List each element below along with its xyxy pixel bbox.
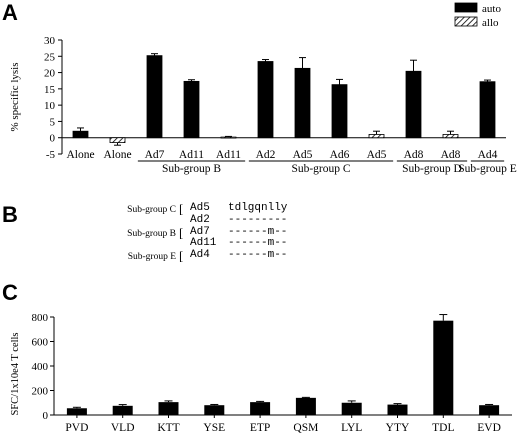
panel-b-sequence: --------- — [228, 214, 287, 226]
panel-c-category-label: VLD — [111, 422, 135, 434]
panel-a-category-label: Alone — [103, 149, 131, 161]
panel-c-letter: C — [2, 280, 18, 305]
panel-c-bar — [158, 402, 179, 415]
panel-a-y-tick-label: 0 — [50, 133, 56, 145]
panel-b-bracket: [ — [179, 248, 183, 263]
panel-a-group-label: Sub-group E — [458, 163, 516, 175]
panel-c-category-label: QSM — [293, 422, 318, 434]
panel-a-y-tick-label: 15 — [44, 84, 56, 96]
panel-a-category-label: Ad11 — [216, 149, 241, 161]
panel-b-group-label: Sub-group C — [127, 205, 176, 215]
panel-c-y-tick-label: 800 — [32, 312, 49, 324]
panel-a-group-label: Sub-group B — [162, 163, 221, 175]
panel-c-category-label: KTT — [157, 422, 179, 434]
panel-c-category-label: PVD — [65, 422, 88, 434]
panel-a-bar — [109, 137, 126, 143]
panel-a-y-tick-label: -5 — [46, 149, 56, 161]
panel-a-category-label: Ad8 — [441, 149, 461, 161]
panel-b-virus-name: Ad2 — [190, 214, 210, 226]
panel-b-sequence: ------m-- — [228, 249, 287, 261]
panel-a-chart: -5 0 5 10 15 20 25 30 % specific lysis Alone Alone… — [9, 2, 517, 175]
panel-b-sequence: ------m-- — [228, 237, 287, 249]
panel-a-bar — [146, 55, 163, 139]
panel-c-category-label: YTY — [386, 422, 410, 434]
panel-a-category-label: Ad7 — [145, 149, 165, 161]
panel-a-group-label: Sub-group D — [402, 163, 462, 175]
panel-c-bar — [479, 405, 500, 415]
panel-a-bar — [294, 67, 311, 139]
panel-a-y-tick-label: 30 — [44, 35, 56, 47]
panel-c-y-tick-label: 0 — [43, 410, 49, 422]
panel-a-category-label: Ad8 — [404, 149, 424, 161]
panel-a-y-tick-label: 25 — [44, 51, 56, 63]
panel-a-letter: A — [2, 0, 18, 25]
panel-b-bracket: [ — [179, 201, 183, 216]
panel-c-bar — [250, 402, 271, 415]
panel-a-bar — [220, 136, 237, 139]
panel-a-bar — [183, 80, 200, 139]
panel-c-y-tick-label: 400 — [32, 361, 49, 373]
panel-a-y-tick-label: 5 — [50, 116, 56, 128]
panel-b-bracket: [ — [179, 225, 183, 240]
panel-a-y-tick-label: 20 — [44, 68, 56, 80]
panel-c-bar — [295, 397, 316, 415]
panel-c-bar — [112, 405, 133, 415]
panel-a-group-label: Sub-group C — [291, 163, 350, 175]
panel-a-legend-label-auto: auto — [482, 3, 501, 15]
panel-b-virus-name: Ad11 — [190, 237, 217, 249]
panel-a-legend-swatch-auto — [454, 2, 478, 13]
panel-c-category-label: EVD — [477, 422, 501, 434]
panel-a-category-label: Ad2 — [256, 149, 276, 161]
panel-a-y-tick-label: 10 — [44, 100, 56, 112]
panel-a-legend-swatch-allo — [454, 16, 478, 27]
panel-a-legend-label-allo: allo — [482, 17, 499, 29]
panel-a-category-label: Alone — [66, 149, 94, 161]
panel-b-group-label: Sub-group B — [127, 229, 176, 239]
panel-c-bar — [66, 408, 87, 415]
panel-a-bar — [72, 130, 89, 139]
panel-b-sequence: ------m-- — [228, 226, 287, 238]
panel-c-y-tick-label: 200 — [32, 386, 49, 398]
panel-c-bar — [433, 320, 454, 415]
panel-a-category-label: Ad11 — [179, 149, 204, 161]
panel-a-category-label: Ad4 — [478, 149, 498, 161]
panel-c-y-axis-label: SFC/1x10e4 T cells — [10, 332, 21, 415]
panel-b-letter: B — [2, 202, 18, 227]
panel-b-virus-name: Ad4 — [190, 249, 210, 261]
panel-a-bar — [257, 61, 274, 139]
panel-c-bar — [387, 404, 408, 415]
panel-c-bar — [341, 402, 362, 415]
panel-b-virus-name: Ad7 — [190, 226, 210, 238]
panel-c-category-label: TDL — [432, 422, 454, 434]
panel-b-sequence: tdlgqnlly — [228, 202, 288, 214]
panel-a-bar — [442, 134, 459, 139]
panel-a-bar — [331, 84, 348, 139]
panel-a-category-label: Ad5 — [367, 149, 387, 161]
panel-a-y-axis-label: % specific lysis — [9, 62, 21, 131]
panel-c-chart: 0 200 400 600 800 SFC/1x10e4 T cells PVD VLD KTT… — [10, 312, 512, 434]
panel-c-category-label: ETP — [250, 422, 270, 434]
panel-c-category-label: LYL — [341, 422, 362, 434]
panel-a-bar — [368, 134, 385, 139]
panel-a-bar — [479, 81, 496, 139]
panel-c-y-tick-label: 600 — [32, 337, 49, 349]
panel-c-category-label: YSE — [203, 422, 225, 434]
panel-a-bar — [405, 70, 422, 139]
panel-a-category-label: Ad6 — [330, 149, 350, 161]
panel-b-group-label: Sub-group E — [128, 252, 176, 262]
panel-b-virus-name: Ad5 — [190, 202, 210, 214]
panel-a-category-label: Ad5 — [293, 149, 313, 161]
panel-c-bar — [204, 405, 225, 415]
